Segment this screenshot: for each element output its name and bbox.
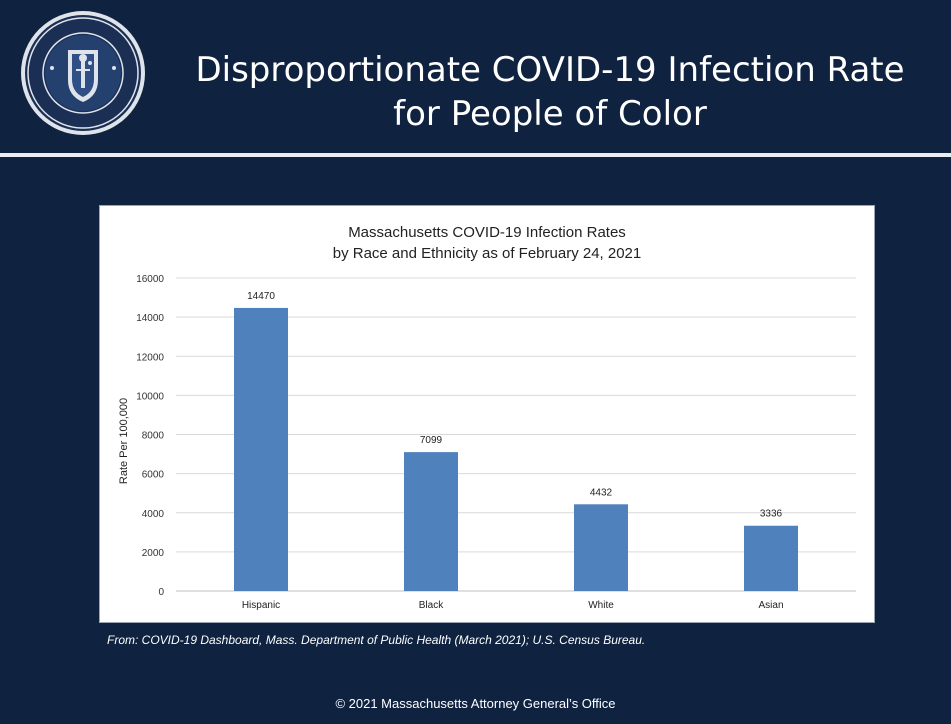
data-label: 7099 [420, 435, 443, 446]
x-tick-label: Asian [758, 600, 783, 611]
footer-copyright: © 2021 Massachusetts Attorney General’s … [335, 696, 616, 711]
data-label: 4432 [590, 487, 613, 498]
x-tick-label: Black [419, 600, 444, 611]
y-tick-label: 8000 [142, 431, 165, 442]
chart-subtitle: by Race and Ethnicity as of February 24,… [333, 245, 642, 262]
y-tick-label: 6000 [142, 470, 165, 481]
bar-hispanic [234, 307, 288, 591]
bar-asian [744, 525, 798, 591]
page-title: Disproportionate COVID-19 Infection Rate… [160, 48, 940, 136]
header-divider [0, 153, 951, 157]
title-line-1: Disproportionate COVID-19 Infection Rate [195, 50, 905, 90]
y-tick-label: 16000 [136, 274, 164, 285]
data-label: 14470 [247, 291, 275, 302]
data-label: 3336 [760, 509, 783, 520]
bar-white [574, 504, 628, 591]
bar-black [404, 452, 458, 591]
chart-container: Massachusetts COVID-19 Infection Rates b… [99, 205, 875, 623]
state-seal-icon [21, 11, 145, 135]
x-tick-label: Hispanic [242, 600, 280, 611]
bar-chart: Massachusetts COVID-19 Infection Rates b… [118, 224, 856, 611]
y-tick-label: 12000 [136, 352, 164, 363]
y-axis-label: Rate Per 100,000 [118, 398, 130, 484]
y-tick-label: 10000 [136, 391, 164, 402]
slide-header: Disproportionate COVID-19 Infection Rate… [0, 0, 951, 160]
y-tick-label: 14000 [136, 313, 164, 324]
y-tick-label: 2000 [142, 548, 165, 559]
y-tick-label: 4000 [142, 509, 165, 520]
y-tick-label: 0 [158, 587, 164, 598]
source-note: From: COVID-19 Dashboard, Mass. Departme… [107, 633, 646, 647]
chart-title: Massachusetts COVID-19 Infection Rates [348, 224, 626, 241]
x-tick-label: White [588, 600, 614, 611]
title-line-2: for People of Color [393, 94, 707, 134]
